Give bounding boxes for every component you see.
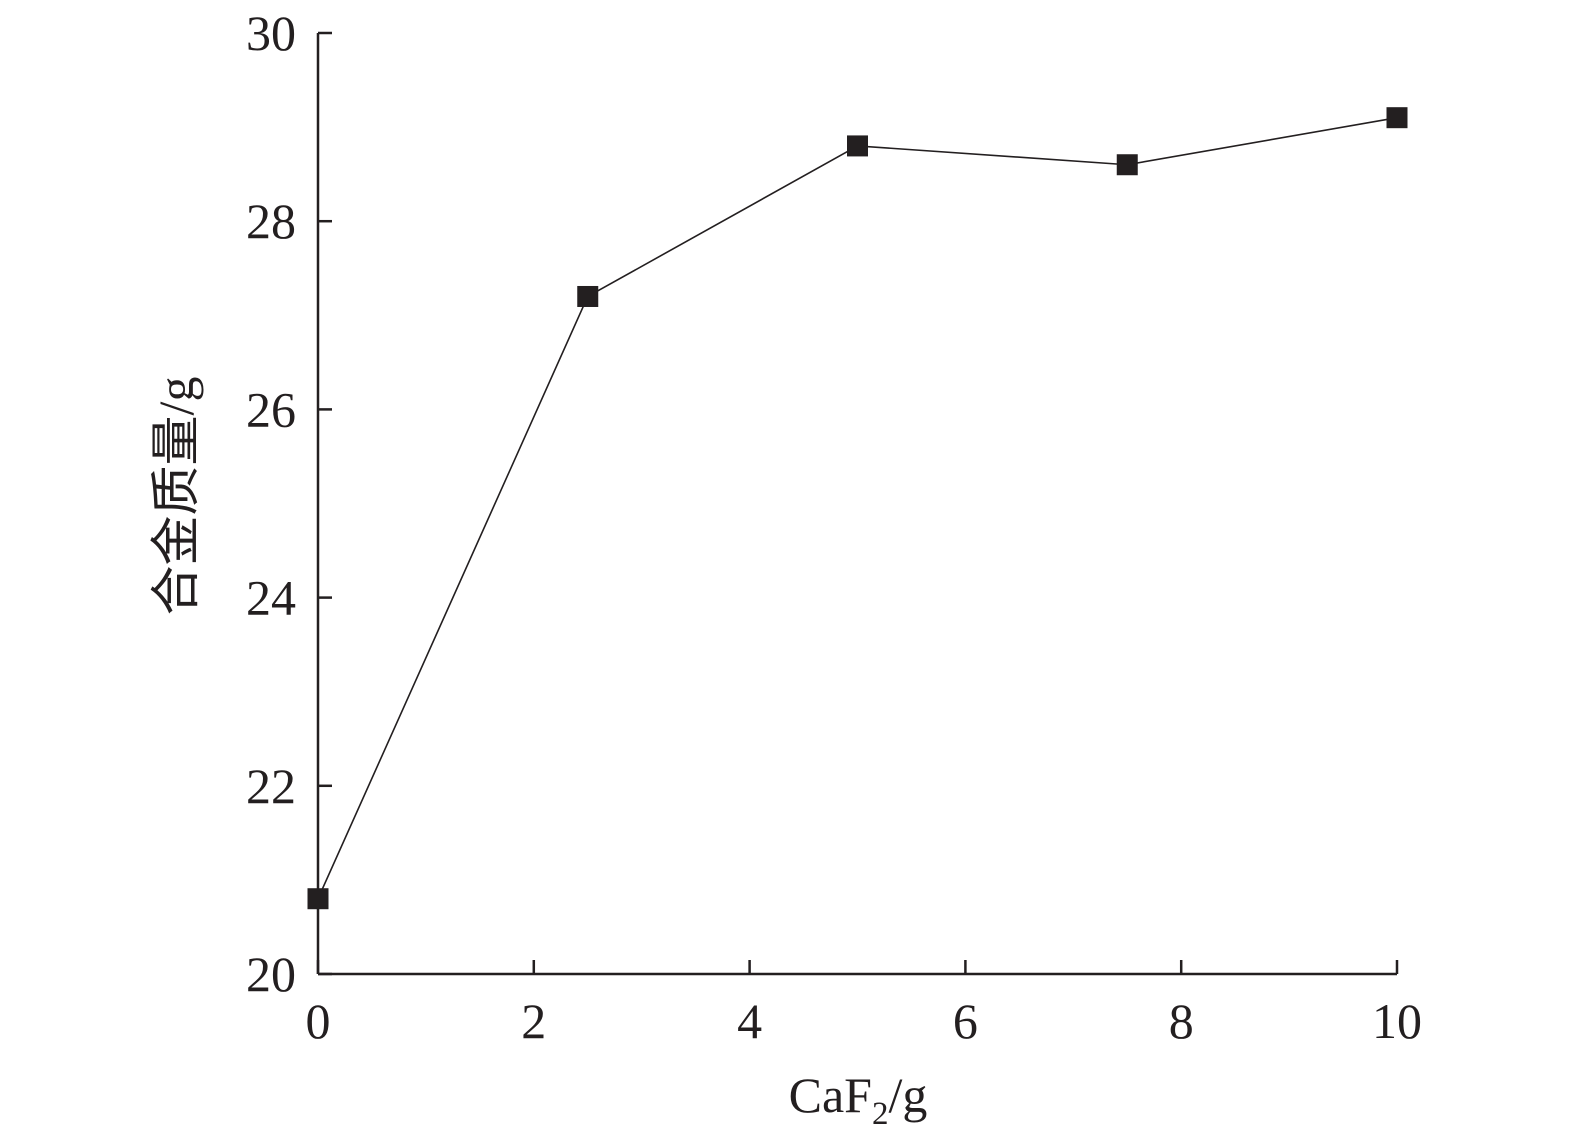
y-tick-label: 24 [246, 570, 296, 626]
x-axis-title-unit: /g [888, 1067, 927, 1123]
x-tick-label: 6 [953, 993, 978, 1049]
y-tick-label: 30 [246, 5, 296, 61]
data-point-marker [577, 285, 599, 307]
x-tick-label: 8 [1169, 993, 1194, 1049]
x-axis-title-subscript: 2 [872, 1096, 889, 1132]
x-axis-title: CaF2/g [789, 1067, 928, 1132]
y-tick-label: 26 [246, 381, 296, 437]
x-tick-label: 10 [1372, 993, 1422, 1049]
data-point-marker [1116, 154, 1138, 176]
x-axis-title-main: CaF [789, 1067, 872, 1123]
data-series [307, 107, 1408, 910]
x-tick-label: 0 [306, 993, 331, 1049]
x-axis-ticks: 0 2 4 6 8 10 [306, 960, 1422, 1049]
y-axis-title: 合金质量/g [148, 377, 204, 616]
x-tick-label: 2 [521, 993, 546, 1049]
y-tick-label: 22 [246, 758, 296, 814]
data-point-marker [847, 135, 868, 157]
data-point-marker [307, 888, 329, 910]
y-tick-label: 20 [246, 946, 296, 1002]
data-point-marker [1386, 107, 1408, 129]
series-line [317, 116, 1398, 900]
x-tick-label: 4 [737, 993, 762, 1049]
y-tick-label: 28 [246, 193, 296, 249]
y-axis-ticks: 20 22 24 26 28 30 [246, 5, 332, 1002]
